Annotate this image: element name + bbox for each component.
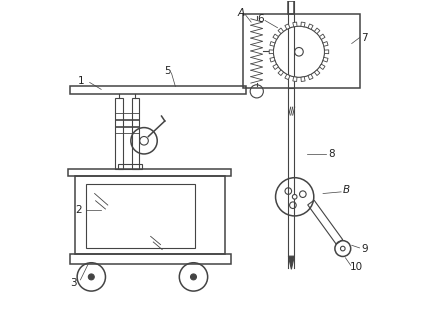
Bar (115, 120, 139, 126)
Polygon shape (273, 64, 279, 70)
Circle shape (190, 274, 196, 280)
Polygon shape (293, 22, 297, 27)
Bar (75, 176, 225, 254)
Polygon shape (323, 42, 328, 46)
Text: 7: 7 (361, 33, 368, 43)
Polygon shape (319, 64, 325, 70)
Text: 9: 9 (361, 244, 368, 254)
Polygon shape (293, 77, 297, 81)
Polygon shape (323, 57, 328, 62)
Text: 5: 5 (164, 66, 171, 76)
Polygon shape (270, 57, 275, 62)
Circle shape (295, 48, 303, 56)
Polygon shape (301, 77, 305, 81)
Polygon shape (278, 28, 284, 34)
Bar (118, 164, 142, 169)
Text: 8: 8 (329, 149, 335, 159)
Bar (115, 98, 123, 169)
Bar (115, 126, 139, 132)
Bar (243, 14, 360, 88)
Polygon shape (308, 24, 313, 29)
Text: 6: 6 (257, 14, 264, 24)
Circle shape (292, 195, 297, 199)
Bar (70, 254, 231, 264)
Bar (68, 169, 231, 176)
Polygon shape (288, 256, 294, 269)
Polygon shape (315, 70, 320, 75)
Bar (132, 98, 139, 169)
Polygon shape (301, 22, 305, 27)
Polygon shape (324, 50, 329, 54)
Text: 2: 2 (75, 205, 82, 215)
Text: 3: 3 (70, 277, 77, 288)
Text: 10: 10 (350, 262, 362, 272)
Text: B: B (342, 185, 350, 195)
Polygon shape (285, 74, 290, 80)
Polygon shape (273, 34, 279, 39)
Bar (288, 0, 294, 88)
Circle shape (341, 246, 345, 251)
Circle shape (88, 274, 94, 280)
Text: A: A (237, 8, 244, 18)
Polygon shape (319, 34, 325, 39)
Bar (70, 86, 246, 94)
Bar (288, 1, 294, 14)
Bar (86, 184, 195, 248)
Polygon shape (278, 70, 284, 75)
Bar (115, 114, 139, 119)
Polygon shape (269, 50, 273, 54)
Text: 1: 1 (78, 76, 85, 86)
Polygon shape (308, 74, 313, 80)
Polygon shape (315, 28, 320, 34)
Polygon shape (285, 24, 290, 29)
Polygon shape (270, 42, 275, 46)
